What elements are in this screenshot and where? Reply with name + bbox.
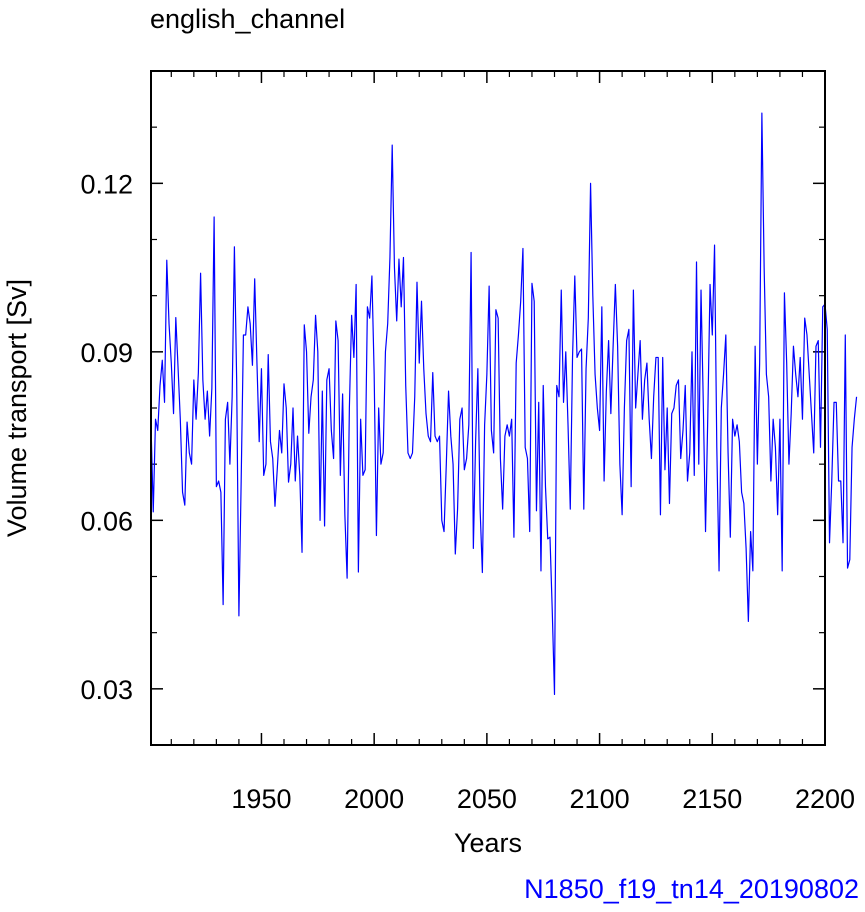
y-tick-label: 0.06 xyxy=(80,506,133,536)
y-tick-label: 0.09 xyxy=(80,338,133,368)
x-tick-label: 2100 xyxy=(570,784,630,814)
y-tick-label: 0.03 xyxy=(80,675,133,705)
x-tick-label: 2150 xyxy=(682,784,742,814)
x-tick-label: 2200 xyxy=(795,784,855,814)
y-axis-label: Volume transport [Sv] xyxy=(2,279,32,537)
x-tick-label: 2050 xyxy=(457,784,517,814)
series-line xyxy=(150,112,858,696)
x-tick-labels: 1950 2000 2050 2100 2150 2200 xyxy=(231,784,855,814)
y-tick-label: 0.12 xyxy=(80,169,133,199)
plot-frame xyxy=(150,70,826,746)
y-tick-labels: 0.03 0.06 0.09 0.12 xyxy=(80,169,133,705)
x-tick-label: 1950 xyxy=(231,784,291,814)
footer-label: N1850_f19_tn14_20190802 xyxy=(524,874,859,904)
x-axis-label: Years xyxy=(454,828,522,858)
x-tick-label: 2000 xyxy=(344,784,404,814)
minor-ticks xyxy=(151,71,825,745)
major-ticks xyxy=(151,71,826,745)
chart-title: english_channel xyxy=(150,4,345,34)
